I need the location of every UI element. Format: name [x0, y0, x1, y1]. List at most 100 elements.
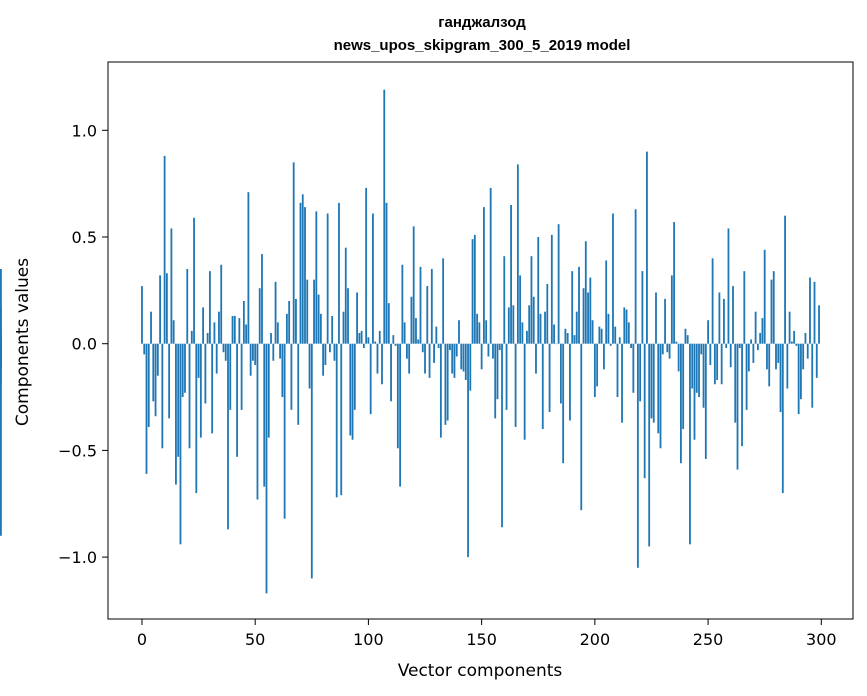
bar [743, 271, 746, 344]
bar [197, 343, 200, 378]
bar [804, 333, 807, 344]
bar [725, 343, 728, 348]
bar [236, 343, 238, 457]
bar [809, 277, 811, 344]
bar [711, 258, 714, 344]
bar [661, 343, 664, 355]
bar [603, 343, 605, 370]
bar [625, 309, 628, 344]
bar [267, 343, 270, 438]
bar [559, 343, 562, 404]
bar [557, 224, 560, 344]
bar [526, 330, 528, 344]
bar [385, 202, 388, 344]
bar [704, 343, 707, 459]
bar [546, 283, 549, 344]
bar [487, 343, 490, 357]
bar [331, 315, 334, 344]
bar [571, 271, 574, 344]
bar [276, 322, 279, 344]
bar [548, 343, 551, 412]
bar [424, 343, 426, 374]
bar [727, 228, 730, 344]
bar [367, 337, 370, 344]
bar [562, 343, 565, 464]
bar [630, 343, 632, 348]
bar [227, 343, 229, 530]
bar [0, 307, 2, 344]
bar [392, 335, 395, 344]
bar [707, 320, 709, 344]
bar [473, 234, 476, 344]
bar [399, 343, 402, 487]
bar [641, 271, 644, 344]
bar [383, 89, 386, 344]
bar [378, 330, 381, 344]
bar [591, 320, 594, 344]
bar [761, 318, 764, 344]
bar [224, 343, 227, 361]
bar [636, 343, 639, 568]
bar [190, 330, 193, 344]
bar [184, 343, 186, 393]
bar [324, 343, 327, 366]
bar [718, 292, 721, 344]
x-tick-label: 150 [466, 630, 497, 649]
bar [317, 294, 320, 344]
bar [793, 330, 796, 344]
bar [639, 343, 642, 402]
bar [689, 343, 691, 545]
bar [521, 322, 524, 344]
bar [394, 343, 397, 346]
bar [349, 343, 352, 436]
bar [587, 292, 589, 344]
bar [342, 311, 345, 344]
bar [480, 343, 483, 370]
bar [523, 343, 526, 440]
bar [362, 343, 365, 348]
bar [460, 343, 463, 370]
bar [222, 343, 225, 353]
bar [573, 335, 576, 344]
bar [430, 269, 433, 344]
bar [686, 335, 689, 344]
bar [550, 234, 553, 344]
bar [684, 328, 687, 344]
bar [0, 343, 2, 370]
bar [265, 343, 268, 594]
bar [181, 343, 184, 398]
bar [252, 343, 254, 361]
bar [297, 343, 300, 425]
bar [702, 343, 705, 408]
bar [482, 207, 485, 344]
bar [313, 279, 315, 344]
bar [770, 279, 773, 344]
bar [150, 311, 152, 344]
bar [777, 343, 780, 363]
chart-title-line2: news_upos_skipgram_300_5_2019 model [334, 37, 631, 54]
x-tick-label: 300 [806, 630, 837, 649]
bar [589, 277, 592, 344]
bar [763, 249, 766, 344]
bar [768, 343, 771, 387]
bar [519, 275, 522, 344]
bar [322, 343, 325, 376]
bar [786, 343, 789, 389]
bar [498, 343, 501, 351]
bar [292, 162, 295, 344]
bar [347, 288, 349, 344]
bar [616, 343, 619, 398]
bar [261, 254, 263, 344]
bar [215, 343, 218, 374]
x-tick-label: 50 [245, 630, 265, 649]
bar [634, 209, 637, 344]
bar [310, 343, 313, 579]
bar [695, 343, 698, 393]
bar [152, 343, 155, 402]
bar [335, 343, 338, 498]
bar [754, 311, 757, 344]
bar [419, 266, 422, 344]
bar [478, 322, 481, 344]
bar [670, 275, 673, 344]
